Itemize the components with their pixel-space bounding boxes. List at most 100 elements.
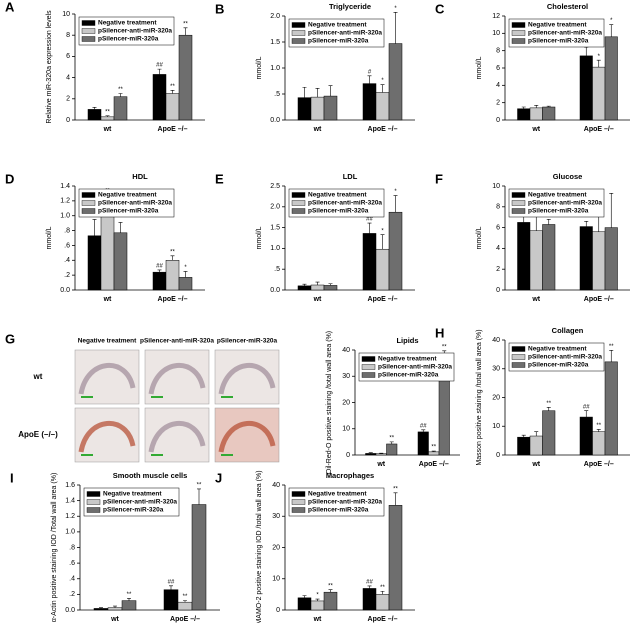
error-bar bbox=[431, 450, 436, 452]
bar bbox=[592, 66, 606, 121]
significance-label: * bbox=[381, 78, 384, 84]
significance-label: # bbox=[368, 69, 372, 75]
bar bbox=[310, 600, 325, 611]
x-tick-label: ApoE –/– bbox=[584, 461, 614, 468]
significance-label: ** bbox=[389, 435, 394, 441]
significance-label: ## bbox=[420, 423, 427, 429]
y-tick-label: 20 bbox=[342, 399, 350, 406]
significance-label: ** bbox=[442, 344, 447, 350]
x-tick-label: ApoE –/– bbox=[158, 126, 188, 133]
chart-title: LDL bbox=[343, 172, 358, 181]
chart-title: Collagen bbox=[552, 326, 584, 335]
y-tick-label: 40 bbox=[272, 482, 280, 489]
y-tick-label: 6 bbox=[496, 65, 500, 72]
error-bar bbox=[584, 221, 589, 227]
legend-label: pSilencer-miR-320a bbox=[103, 507, 164, 514]
error-bar bbox=[367, 585, 372, 589]
x-tick-label: wt bbox=[531, 126, 540, 133]
legend-swatch bbox=[86, 507, 101, 513]
error-bar bbox=[380, 84, 385, 93]
chart-title: Cholesterol bbox=[547, 2, 588, 11]
error-bar bbox=[421, 429, 426, 432]
panel-letter: D bbox=[5, 171, 14, 186]
bar bbox=[323, 95, 338, 121]
legend-swatch bbox=[291, 507, 306, 513]
bar bbox=[529, 107, 543, 121]
bar bbox=[362, 233, 377, 291]
y-axis-label: α-Actin positive staining IOD /Total wal… bbox=[51, 473, 58, 623]
x-tick-label: ApoE –/– bbox=[419, 461, 449, 468]
legend-swatch bbox=[81, 28, 96, 34]
bar bbox=[87, 235, 102, 291]
legend-swatch bbox=[86, 491, 101, 497]
y-tick-label: 4 bbox=[496, 245, 500, 252]
vessel-wall bbox=[78, 420, 136, 453]
y-axis-label: mmol/L bbox=[256, 226, 263, 249]
legend-swatch bbox=[511, 192, 526, 198]
legend-label: Negative treatment bbox=[98, 192, 157, 199]
y-tick-label: 0.0 bbox=[270, 287, 280, 294]
significance-label: * bbox=[316, 593, 319, 599]
error-bar bbox=[157, 68, 162, 75]
legend-label: Negative treatment bbox=[528, 346, 587, 353]
y-tick-label: 4 bbox=[496, 82, 500, 89]
legend-label: pSilencer-anti-miR-320a bbox=[378, 364, 452, 371]
y-tick-label: 10 bbox=[342, 426, 350, 433]
y-tick-label: 0 bbox=[276, 607, 280, 614]
vessel-wall bbox=[78, 362, 136, 395]
vessel-wall bbox=[218, 420, 276, 453]
y-tick-label: 8 bbox=[66, 32, 70, 39]
error-bar bbox=[328, 85, 333, 97]
legend-label: pSilencer-anti-miR-320a bbox=[308, 200, 382, 207]
y-axis-label: mmol/L bbox=[256, 56, 263, 79]
y-tick-label: 1.6 bbox=[65, 482, 75, 489]
bar bbox=[417, 431, 429, 456]
y-tick-label: 1.2 bbox=[65, 513, 75, 520]
legend-label: Negative treatment bbox=[308, 192, 367, 199]
error-bar bbox=[328, 589, 333, 593]
error-bar bbox=[521, 434, 526, 438]
column-label: pSilencer-miR-320a bbox=[217, 338, 278, 345]
significance-label: * bbox=[598, 54, 601, 60]
error-bar bbox=[157, 269, 162, 273]
x-tick-label: wt bbox=[110, 616, 119, 623]
bar bbox=[375, 92, 390, 121]
y-axis-label: Masson positive staining /total wall are… bbox=[476, 329, 483, 465]
vessel-wall bbox=[148, 420, 206, 453]
error-bar bbox=[546, 105, 551, 107]
legend-swatch bbox=[81, 192, 96, 198]
bar bbox=[178, 277, 193, 291]
scale-bar bbox=[151, 396, 163, 398]
error-bar bbox=[393, 12, 398, 44]
error-bar bbox=[302, 86, 307, 98]
significance-label: ** bbox=[183, 594, 188, 600]
error-bar bbox=[546, 218, 551, 225]
legend-swatch bbox=[291, 38, 306, 44]
bar bbox=[375, 248, 390, 291]
bar bbox=[310, 284, 325, 291]
legend-label: Negative treatment bbox=[103, 491, 162, 498]
significance-label: ** bbox=[393, 486, 398, 492]
y-tick-label: 2.5 bbox=[270, 183, 280, 190]
y-tick-label: 4 bbox=[66, 74, 70, 81]
legend-swatch bbox=[511, 346, 526, 352]
significance-label: * bbox=[394, 6, 397, 12]
error-bar bbox=[367, 75, 372, 84]
legend-swatch bbox=[291, 22, 306, 28]
bar bbox=[388, 211, 403, 291]
bar bbox=[579, 55, 593, 121]
error-bar bbox=[521, 106, 526, 109]
significance-label: * bbox=[184, 265, 187, 271]
significance-label: ** bbox=[105, 109, 110, 115]
legend-swatch bbox=[81, 208, 96, 214]
significance-label: ** bbox=[380, 585, 385, 591]
bar bbox=[191, 504, 207, 611]
error-bar bbox=[380, 234, 385, 250]
y-tick-label: 1.4 bbox=[65, 497, 75, 504]
y-tick-label: 1.2 bbox=[60, 198, 70, 205]
column-label: Negative treatment bbox=[78, 338, 137, 345]
chart-title: HDL bbox=[132, 172, 148, 181]
legend-swatch bbox=[511, 362, 526, 368]
legend-label: Negative treatment bbox=[528, 192, 587, 199]
significance-label: ## bbox=[156, 63, 163, 69]
